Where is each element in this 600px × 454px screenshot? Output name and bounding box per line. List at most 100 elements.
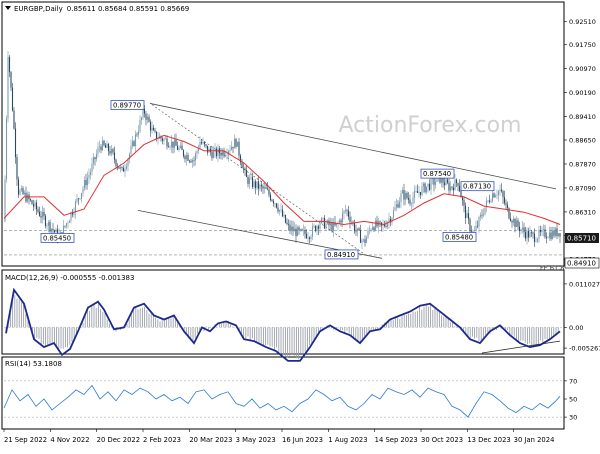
candle-body bbox=[398, 201, 401, 208]
candle-body bbox=[109, 151, 111, 154]
candle-body bbox=[155, 131, 158, 140]
candle-body bbox=[92, 157, 95, 164]
candle-body bbox=[256, 181, 258, 189]
candle-body bbox=[85, 179, 87, 186]
candle-body bbox=[422, 183, 425, 187]
candle-body bbox=[475, 225, 477, 231]
candle-body bbox=[397, 204, 399, 208]
candle-body bbox=[464, 205, 467, 219]
candle-body bbox=[421, 186, 423, 195]
candle-body bbox=[356, 228, 359, 231]
reference-lines bbox=[4, 230, 562, 256]
candle-body bbox=[65, 223, 68, 227]
price-tick-label: 0.87870 bbox=[569, 160, 596, 168]
candle-body bbox=[202, 141, 204, 144]
candle-body bbox=[340, 220, 342, 223]
candle-body bbox=[121, 166, 123, 168]
candle-body bbox=[476, 225, 479, 227]
rsi-title: RSI(14) 53.1808 bbox=[5, 360, 62, 368]
fe-label: FE 61.8 bbox=[540, 264, 564, 272]
candle-body bbox=[152, 127, 155, 131]
candle-body bbox=[35, 202, 38, 210]
candle-body bbox=[349, 216, 351, 223]
candle-body bbox=[149, 121, 152, 131]
candle-body bbox=[383, 224, 386, 227]
candle-body bbox=[308, 237, 311, 240]
candle-body bbox=[461, 197, 464, 201]
candle-body bbox=[53, 230, 56, 233]
price-tick-label: 0.88650 bbox=[569, 137, 596, 145]
price-tick-label: 0.90970 bbox=[569, 65, 596, 73]
candle-body bbox=[449, 186, 452, 191]
candle-body bbox=[373, 227, 375, 231]
candle-body bbox=[271, 200, 273, 201]
candle-body bbox=[86, 177, 89, 186]
candle-body bbox=[80, 193, 83, 199]
candle-body bbox=[173, 139, 176, 148]
candle-body bbox=[71, 212, 74, 215]
candle-body bbox=[197, 148, 200, 152]
moving-average-line bbox=[3, 134, 561, 226]
candle-body bbox=[257, 181, 260, 189]
rsi-tick-label: 70 bbox=[569, 377, 577, 385]
chevron-down-icon[interactable] bbox=[5, 6, 11, 10]
candle-body bbox=[127, 159, 129, 167]
candle-body bbox=[491, 193, 494, 201]
candle-body bbox=[455, 179, 458, 184]
candle-body bbox=[134, 134, 137, 146]
candle-body bbox=[236, 141, 239, 147]
candle-body bbox=[238, 141, 240, 156]
candle-body bbox=[493, 193, 495, 198]
candle-body bbox=[224, 155, 227, 156]
candle-body bbox=[263, 187, 266, 189]
candle-body bbox=[367, 230, 369, 238]
candle-body bbox=[47, 221, 50, 226]
rsi-panel bbox=[1, 356, 565, 430]
candle-body bbox=[175, 139, 177, 146]
price-annotation-label: 0.84910 bbox=[327, 251, 355, 259]
candle-body bbox=[538, 230, 540, 239]
candle-body bbox=[520, 229, 522, 232]
candle-body bbox=[79, 198, 81, 200]
candle-body bbox=[248, 178, 251, 184]
candle-body bbox=[485, 200, 488, 208]
upper-trendline bbox=[149, 103, 557, 190]
candle-body bbox=[226, 155, 228, 156]
candle-body bbox=[544, 229, 546, 238]
candle-body bbox=[212, 151, 215, 159]
candle-body bbox=[331, 223, 333, 231]
macd-tick-label: 0.00 bbox=[569, 324, 583, 332]
candle-body bbox=[136, 134, 138, 136]
candle-body bbox=[355, 230, 357, 232]
candle-body bbox=[124, 168, 126, 172]
candle-body bbox=[145, 113, 147, 120]
candle-body bbox=[115, 159, 117, 166]
candle-body bbox=[230, 146, 233, 150]
candle-body bbox=[361, 240, 363, 243]
candle-body bbox=[4, 179, 6, 222]
price-annotation-label: 0.87540 bbox=[423, 170, 451, 178]
candle-body bbox=[401, 190, 404, 194]
candle-body bbox=[413, 191, 416, 198]
candle-body bbox=[250, 177, 252, 179]
symbol-title: EURGBP,Daily 0.85611 0.85684 0.85591 0.85… bbox=[14, 5, 189, 13]
candle-body bbox=[188, 160, 191, 162]
candle-body bbox=[406, 192, 408, 199]
candle-body bbox=[221, 150, 224, 156]
candle-body bbox=[430, 178, 432, 190]
candle-body bbox=[110, 149, 113, 154]
candle-body bbox=[62, 225, 65, 238]
candle-body bbox=[280, 209, 282, 211]
candle-body bbox=[550, 232, 552, 239]
candle-body bbox=[284, 214, 287, 223]
candle-body bbox=[557, 233, 560, 237]
candle-body bbox=[179, 145, 182, 148]
candle-body bbox=[128, 153, 131, 160]
projection-line bbox=[151, 104, 367, 256]
candle-body bbox=[506, 204, 509, 209]
candle-body bbox=[410, 203, 413, 205]
candle-body bbox=[490, 200, 492, 203]
candle-body bbox=[448, 182, 450, 191]
rsi-axis: 70 50 30 bbox=[564, 377, 577, 422]
candle-body bbox=[119, 166, 122, 169]
